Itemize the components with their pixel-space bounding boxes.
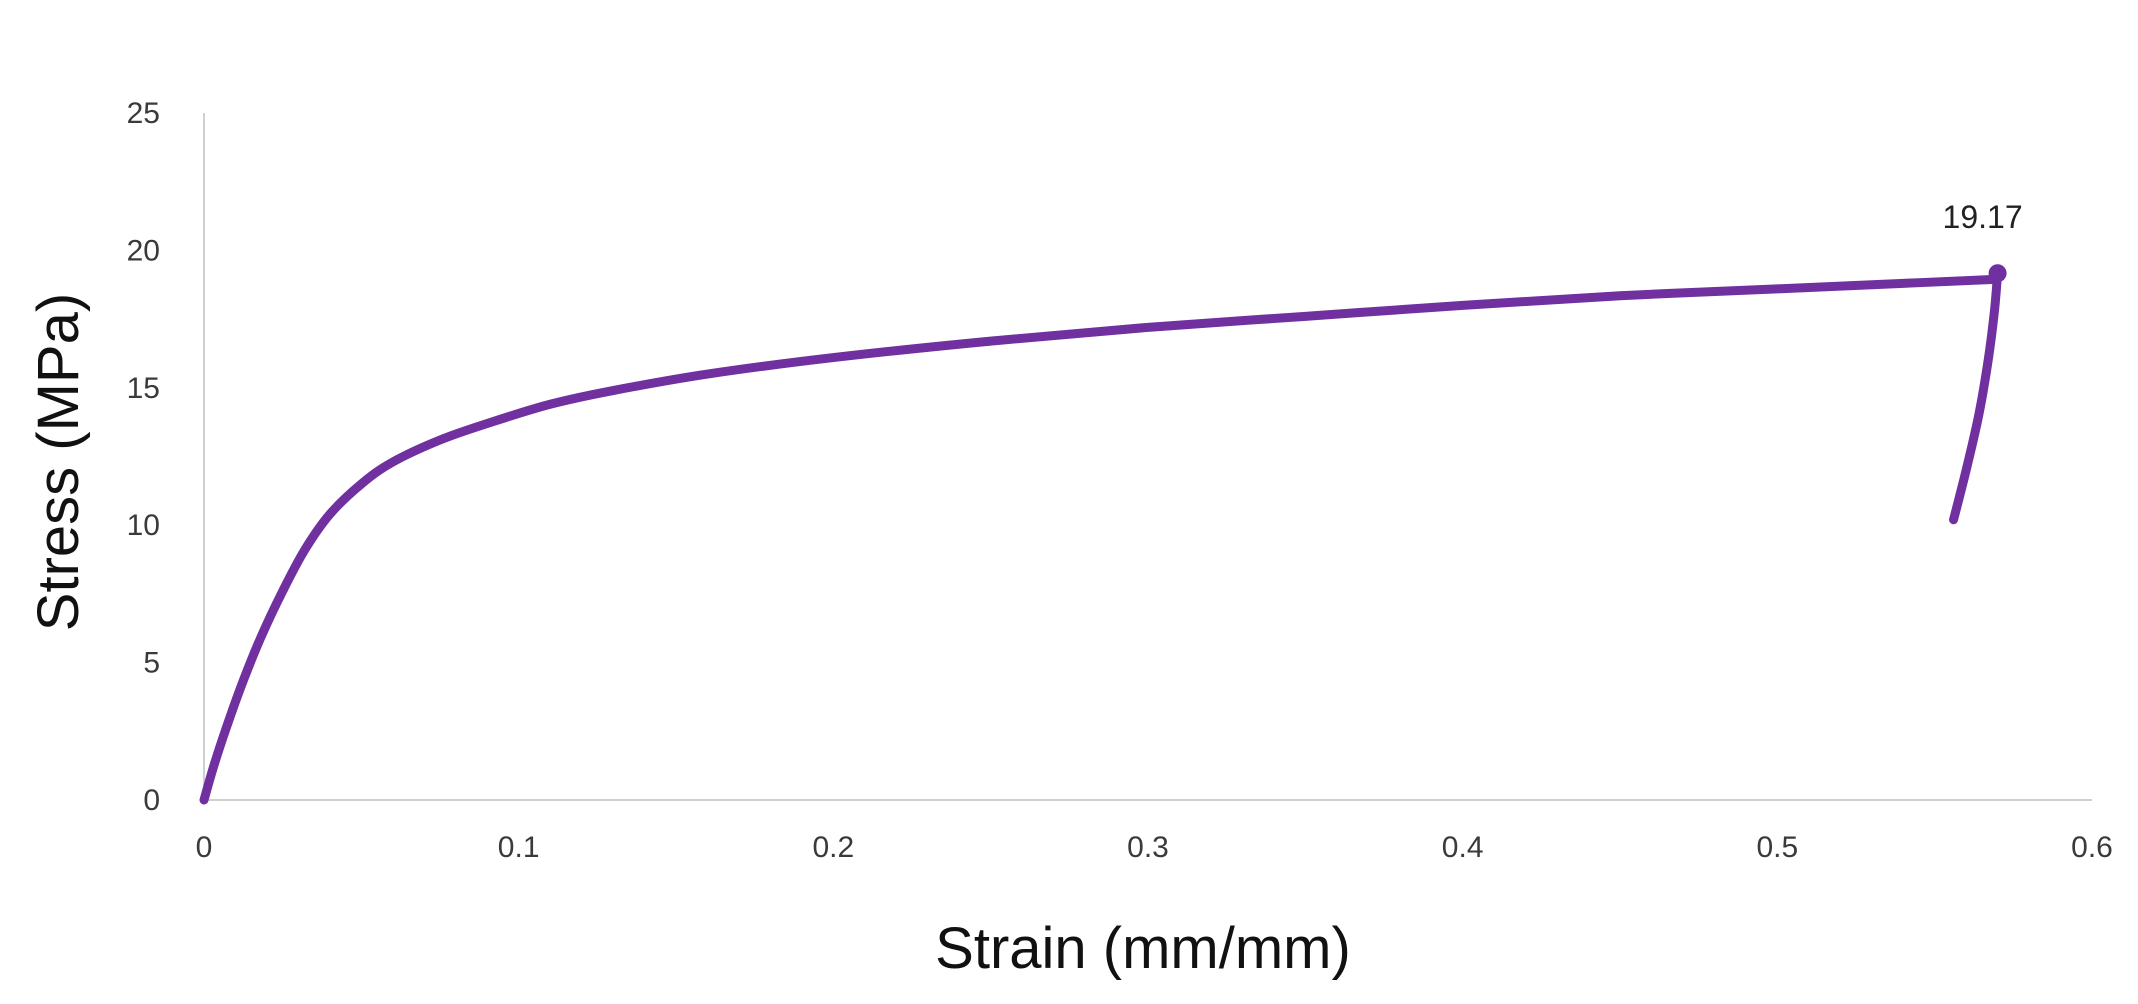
- axes-layer: [203, 113, 2092, 801]
- x-tick-label: 0.3: [1127, 831, 1169, 864]
- x-tick-label: 0.1: [498, 831, 540, 864]
- y-tick-label: 20: [127, 234, 160, 267]
- annotation-layer: 19.17: [1943, 199, 2023, 283]
- x-tick-label: 0: [196, 831, 213, 864]
- x-tick-label: 0.6: [2071, 831, 2113, 864]
- series-line-2: [1949, 268, 2003, 525]
- ticks-layer: 0 0.1 0.2 0.3 0.4 0.5 0.6 0 5 10 15 20 25: [127, 97, 2113, 864]
- y-axis-title: Stress (MPa): [26, 293, 91, 631]
- peak-data-label: 19.17: [1943, 199, 2023, 235]
- y-tick-label: 0: [143, 784, 160, 817]
- x-axis-title: Strain (mm/mm): [935, 916, 1351, 981]
- y-tick-label: 10: [127, 509, 160, 542]
- y-tick-label: 15: [127, 372, 160, 405]
- peak-marker: [1988, 264, 2007, 283]
- y-tick-label: 5: [143, 647, 160, 680]
- x-tick-label: 0.4: [1442, 831, 1484, 864]
- x-tick-label: 0.2: [812, 831, 854, 864]
- y-tick-label: 25: [127, 97, 160, 130]
- series-line-1: [199, 274, 2003, 805]
- x-tick-label: 0.5: [1756, 831, 1798, 864]
- series-layer: [199, 268, 2003, 805]
